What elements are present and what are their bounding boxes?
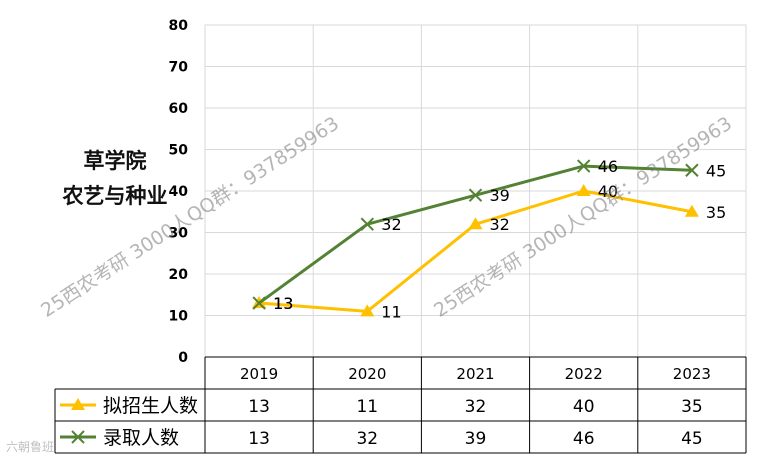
data-label: 40 [598, 182, 618, 201]
table-cell-value: 13 [248, 397, 270, 417]
x-tick-label: 2020 [348, 365, 386, 383]
y-tick-label: 70 [169, 60, 189, 76]
chart-side-title-line1: 草学院 [83, 149, 147, 173]
y-tick-label: 40 [169, 184, 189, 200]
table-cell-value: 40 [573, 397, 595, 417]
legend-key-marker [71, 430, 85, 444]
data-label: 45 [706, 161, 726, 180]
y-tick-label: 20 [169, 267, 189, 283]
data-label: 39 [490, 186, 510, 205]
legend-key-marker [71, 398, 85, 410]
y-tick-label: 30 [169, 226, 189, 242]
table-cell-value: 39 [465, 429, 487, 449]
legend-label: 录取人数 [103, 427, 179, 449]
series-line [258, 189, 693, 313]
y-tick-label: 80 [169, 18, 189, 34]
table-cell-value: 45 [681, 429, 703, 449]
table-cell-value: 32 [465, 397, 487, 417]
data-label: 46 [598, 157, 618, 176]
data-label: 35 [706, 203, 726, 222]
data-label: 32 [381, 215, 401, 234]
x-tick-label: 2023 [673, 365, 711, 383]
y-tick-label: 60 [169, 101, 189, 117]
corner-logo: 六朝鲁班 [6, 440, 55, 454]
data-label: 11 [381, 302, 401, 321]
chart-side-title-line2: 农艺与种业 [62, 184, 168, 208]
data-point [684, 204, 699, 217]
data-label: 13 [273, 294, 293, 313]
x-tick-label: 2019 [240, 365, 278, 383]
table-cell-value: 35 [681, 397, 703, 417]
data-point [360, 304, 375, 317]
data-point [685, 163, 699, 177]
table-cell-value: 11 [356, 397, 378, 417]
data-point [576, 184, 591, 196]
table-cell-value: 32 [356, 429, 378, 449]
series-line [258, 164, 692, 305]
data-label: 32 [490, 215, 510, 234]
y-tick-label: 0 [178, 350, 188, 366]
legend-label: 拟招生人数 [103, 395, 198, 417]
data-point [468, 188, 483, 202]
data-point [360, 217, 375, 231]
data-label: 13 [273, 294, 293, 313]
x-tick-label: 2022 [565, 365, 603, 383]
y-tick-label: 50 [169, 143, 189, 159]
table-cell-value: 46 [573, 429, 595, 449]
table-cell-value: 13 [248, 429, 270, 449]
data-point [468, 217, 483, 230]
y-tick-label: 10 [169, 309, 189, 325]
x-tick-label: 2021 [456, 365, 494, 383]
data-point [252, 296, 266, 310]
data-point [576, 159, 591, 173]
